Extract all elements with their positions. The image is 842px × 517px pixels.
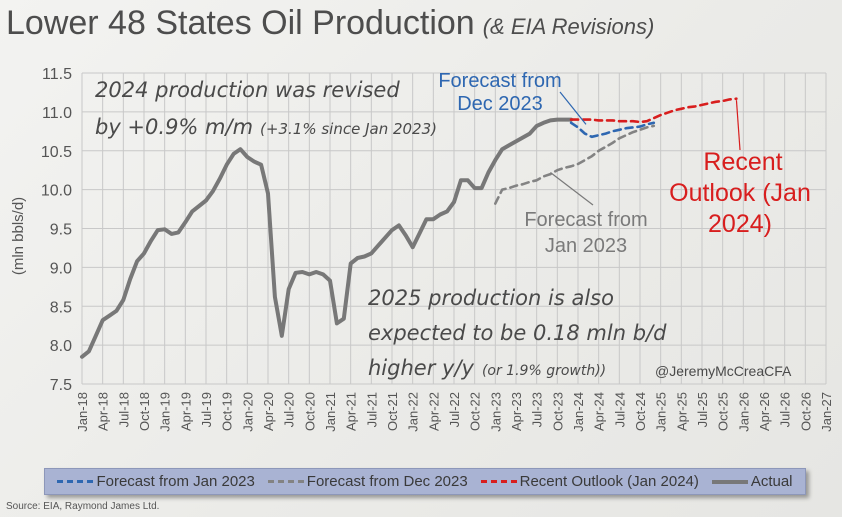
annotation-forecast-dec-line1: Forecast from — [438, 70, 561, 92]
y-tick-label: 9.0 — [50, 260, 72, 277]
chart-grid — [81, 72, 827, 385]
arrow-forecast-dec — [559, 91, 587, 125]
x-tick-label: Apr-26 — [757, 392, 772, 431]
x-tick-label: Oct-23 — [550, 392, 565, 431]
legend-item-forecast-dec-2023: Forecast from Dec 2023 — [267, 473, 468, 490]
x-tick-label: Apr-23 — [509, 392, 524, 431]
source-note: Source: EIA, Raymond James Ltd. — [6, 501, 160, 512]
y-axis-label: (mln bbls/d) — [10, 197, 27, 275]
y-tick-label: 8.5 — [50, 299, 72, 316]
x-tick-label: Jan-18 — [75, 392, 90, 432]
annotation-recent-line1: Recent — [703, 148, 782, 176]
x-tick-label: Oct-19 — [220, 392, 235, 431]
x-tick-label: Jul-24 — [612, 392, 627, 427]
x-tick-label: Jan-22 — [406, 392, 421, 432]
chart-title: Lower 48 States Oil Production (& EIA Rev… — [6, 4, 654, 43]
annotation-growth-line2: expected to be 0.18 mln b/d — [368, 321, 667, 345]
x-tick-label: Jul-23 — [530, 392, 545, 427]
annotation-revision-line1: 2024 production was revised — [95, 78, 400, 102]
x-tick-label: Jul-22 — [447, 392, 462, 427]
x-tick-label: Jul-26 — [778, 392, 793, 427]
legend-swatch-solid — [711, 479, 748, 484]
x-tick-label: Jan-24 — [571, 392, 586, 432]
y-axis-ticks: 7.5 8.0 8.5 9.0 9.5 10.0 10.5 11.0 11.5 — [41, 66, 72, 394]
x-tick-label: Oct-20 — [302, 392, 317, 431]
arrow-forecast-jan — [550, 172, 594, 206]
annotation-forecast-dec-line2: Dec 2023 — [457, 93, 543, 115]
annotation-growth-line3: higher y/y (or 1.9% growth)) — [368, 356, 606, 380]
annotation-forecast-jan-line2: Jan 2023 — [545, 235, 627, 257]
x-tick-label: Apr-20 — [261, 392, 276, 431]
x-tick-label: Apr-19 — [178, 392, 193, 431]
x-tick-label: Apr-25 — [674, 392, 689, 431]
series-line-forecast-dec-2023 — [569, 121, 656, 139]
legend-item-forecast-jan-2023: Forecast from Jan 2023 — [57, 473, 255, 490]
legend-label: Forecast from Dec 2023 — [306, 473, 468, 490]
x-tick-label: Oct-18 — [137, 392, 152, 431]
annotation-handle: @JeremyMcCreaCFA — [655, 363, 792, 379]
chart-canvas: 7.5 8.0 8.5 9.0 9.5 10.0 10.5 11.0 11.5 Jan-18 Ap… — [10, 66, 834, 432]
y-tick-label: 7.5 — [50, 377, 72, 394]
series-line-forecast-jan-2023 — [493, 124, 656, 205]
chart-legend: Forecast from Jan 2023 Forecast from Dec… — [44, 468, 806, 495]
annotation-forecast-jan-line1: Forecast from — [524, 209, 647, 231]
x-tick-label: Jan-21 — [323, 392, 338, 432]
x-tick-label: Jul-21 — [364, 392, 379, 427]
x-tick-label: Oct-22 — [468, 392, 483, 431]
annotation-revision-main: by +0.9% m/m — [95, 115, 253, 139]
y-tick-label: 9.5 — [50, 222, 72, 239]
legend-item-actual: Actual — [711, 473, 793, 490]
y-tick-label: 11.5 — [42, 66, 72, 83]
y-tick-label: 11.0 — [42, 105, 72, 122]
annotation-recent-line2: Outlook (Jan — [669, 179, 811, 207]
series-line-recent-outlook — [569, 97, 738, 124]
arrow-recent-outlook — [735, 100, 741, 151]
legend-swatch-blue — [57, 480, 94, 483]
x-tick-label: Oct-26 — [798, 392, 813, 431]
legend-label: Forecast from Jan 2023 — [96, 473, 255, 490]
legend-label: Actual — [750, 473, 793, 490]
x-tick-label: Jul-18 — [116, 392, 131, 427]
annotation-recent-line3: 2024) — [708, 210, 772, 238]
legend-label: Recent Outlook (Jan 2024) — [519, 473, 699, 490]
x-tick-label: Jul-20 — [282, 392, 297, 427]
x-tick-label: Jan-19 — [158, 392, 173, 432]
y-tick-label: 8.0 — [50, 338, 72, 355]
x-axis-ticks: Jan-18 Apr-18 Jul-18 Oct-18 Jan-19 Apr-19 Jul-… — [75, 392, 834, 432]
x-tick-label: Oct-21 — [385, 392, 400, 431]
x-tick-label: Jan-20 — [240, 392, 255, 432]
x-tick-label: Apr-22 — [426, 392, 441, 431]
legend-swatch-red — [480, 480, 517, 483]
series-line-actual — [80, 117, 574, 359]
x-tick-label: Jul-25 — [695, 392, 710, 427]
x-tick-label: Oct-24 — [633, 392, 648, 431]
x-tick-label: Jan-25 — [654, 392, 669, 432]
annotation-growth-main: higher y/y — [368, 356, 475, 380]
legend-item-recent-outlook: Recent Outlook (Jan 2024) — [480, 473, 699, 490]
chart-series — [80, 97, 738, 359]
x-tick-label: Jan-23 — [488, 392, 503, 432]
x-tick-label: Jan-27 — [819, 392, 834, 432]
x-tick-label: Oct-25 — [716, 392, 731, 431]
chart-subtitle: (& EIA Revisions) — [482, 14, 655, 39]
x-tick-label: Apr-21 — [344, 392, 359, 431]
annotation-growth-note: (or 1.9% growth)) — [482, 363, 606, 379]
y-tick-label: 10.5 — [41, 144, 72, 161]
legend-swatch-gray — [267, 480, 304, 483]
y-tick-label: 10.0 — [41, 183, 72, 200]
annotation-growth-line1: 2025 production is also — [368, 286, 614, 310]
chart-title-main: Lower 48 States Oil Production — [6, 4, 475, 42]
annotation-revision-line2: by +0.9% m/m (+3.1% since Jan 2023) — [95, 115, 437, 139]
x-tick-label: Apr-18 — [96, 392, 111, 431]
x-tick-label: Apr-24 — [592, 392, 607, 431]
annotation-arrows — [550, 91, 741, 206]
annotation-revision-note: (+3.1% since Jan 2023) — [260, 120, 437, 138]
x-tick-label: Jan-26 — [736, 392, 751, 432]
x-tick-label: Jul-19 — [199, 392, 214, 427]
